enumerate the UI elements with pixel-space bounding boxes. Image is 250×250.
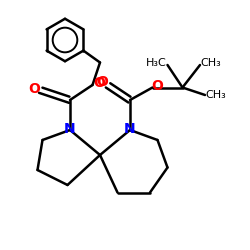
Text: CH₃: CH₃ bbox=[205, 90, 226, 100]
Text: O: O bbox=[28, 82, 40, 96]
Text: H₃C: H₃C bbox=[146, 58, 167, 68]
Text: O: O bbox=[152, 79, 164, 93]
Text: N: N bbox=[64, 122, 76, 136]
Text: O: O bbox=[93, 76, 105, 90]
Text: N: N bbox=[124, 122, 136, 136]
Text: O: O bbox=[96, 76, 108, 90]
Text: CH₃: CH₃ bbox=[200, 58, 221, 68]
